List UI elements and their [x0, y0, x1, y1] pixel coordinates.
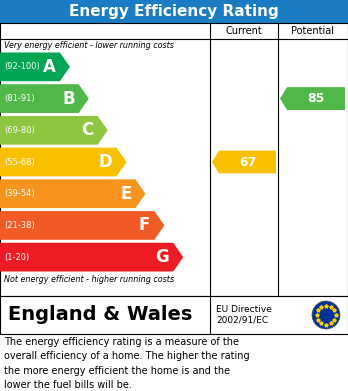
Text: (92-100): (92-100): [4, 62, 40, 71]
Text: F: F: [139, 217, 150, 235]
Bar: [0, 23, 348, 296]
Text: (81-91): (81-91): [4, 94, 34, 103]
Polygon shape: [0, 52, 70, 81]
Text: Very energy efficient - lower running costs: Very energy efficient - lower running co…: [4, 41, 174, 50]
Polygon shape: [0, 211, 164, 240]
Text: (55-68): (55-68): [4, 158, 35, 167]
Text: 67: 67: [239, 156, 256, 169]
Text: Energy Efficiency Rating: Energy Efficiency Rating: [69, 4, 279, 19]
Text: Current: Current: [226, 26, 262, 36]
Text: 85: 85: [307, 92, 325, 105]
Text: The energy efficiency rating is a measure of the
overall efficiency of a home. T: The energy efficiency rating is a measur…: [4, 337, 250, 390]
Text: A: A: [43, 58, 56, 76]
Circle shape: [312, 301, 340, 329]
Text: (1-20): (1-20): [4, 253, 29, 262]
Text: (21-38): (21-38): [4, 221, 35, 230]
Text: EU Directive: EU Directive: [216, 305, 272, 314]
Polygon shape: [0, 84, 89, 113]
Text: England & Wales: England & Wales: [8, 305, 192, 325]
Text: 2002/91/EC: 2002/91/EC: [216, 316, 268, 325]
Polygon shape: [0, 179, 145, 208]
Text: E: E: [120, 185, 132, 203]
Text: (39-54): (39-54): [4, 189, 34, 198]
Text: Not energy efficient - higher running costs: Not energy efficient - higher running co…: [4, 274, 174, 283]
Polygon shape: [212, 151, 276, 174]
Polygon shape: [0, 148, 127, 176]
Text: D: D: [99, 153, 112, 171]
Bar: [0, 296, 348, 334]
Polygon shape: [0, 116, 108, 145]
Text: Potential: Potential: [292, 26, 334, 36]
Text: B: B: [62, 90, 75, 108]
Polygon shape: [0, 243, 183, 271]
Text: (69-80): (69-80): [4, 126, 35, 135]
Text: C: C: [81, 121, 94, 139]
Bar: [0, 0, 348, 23]
Polygon shape: [280, 87, 345, 110]
Text: G: G: [156, 248, 169, 266]
